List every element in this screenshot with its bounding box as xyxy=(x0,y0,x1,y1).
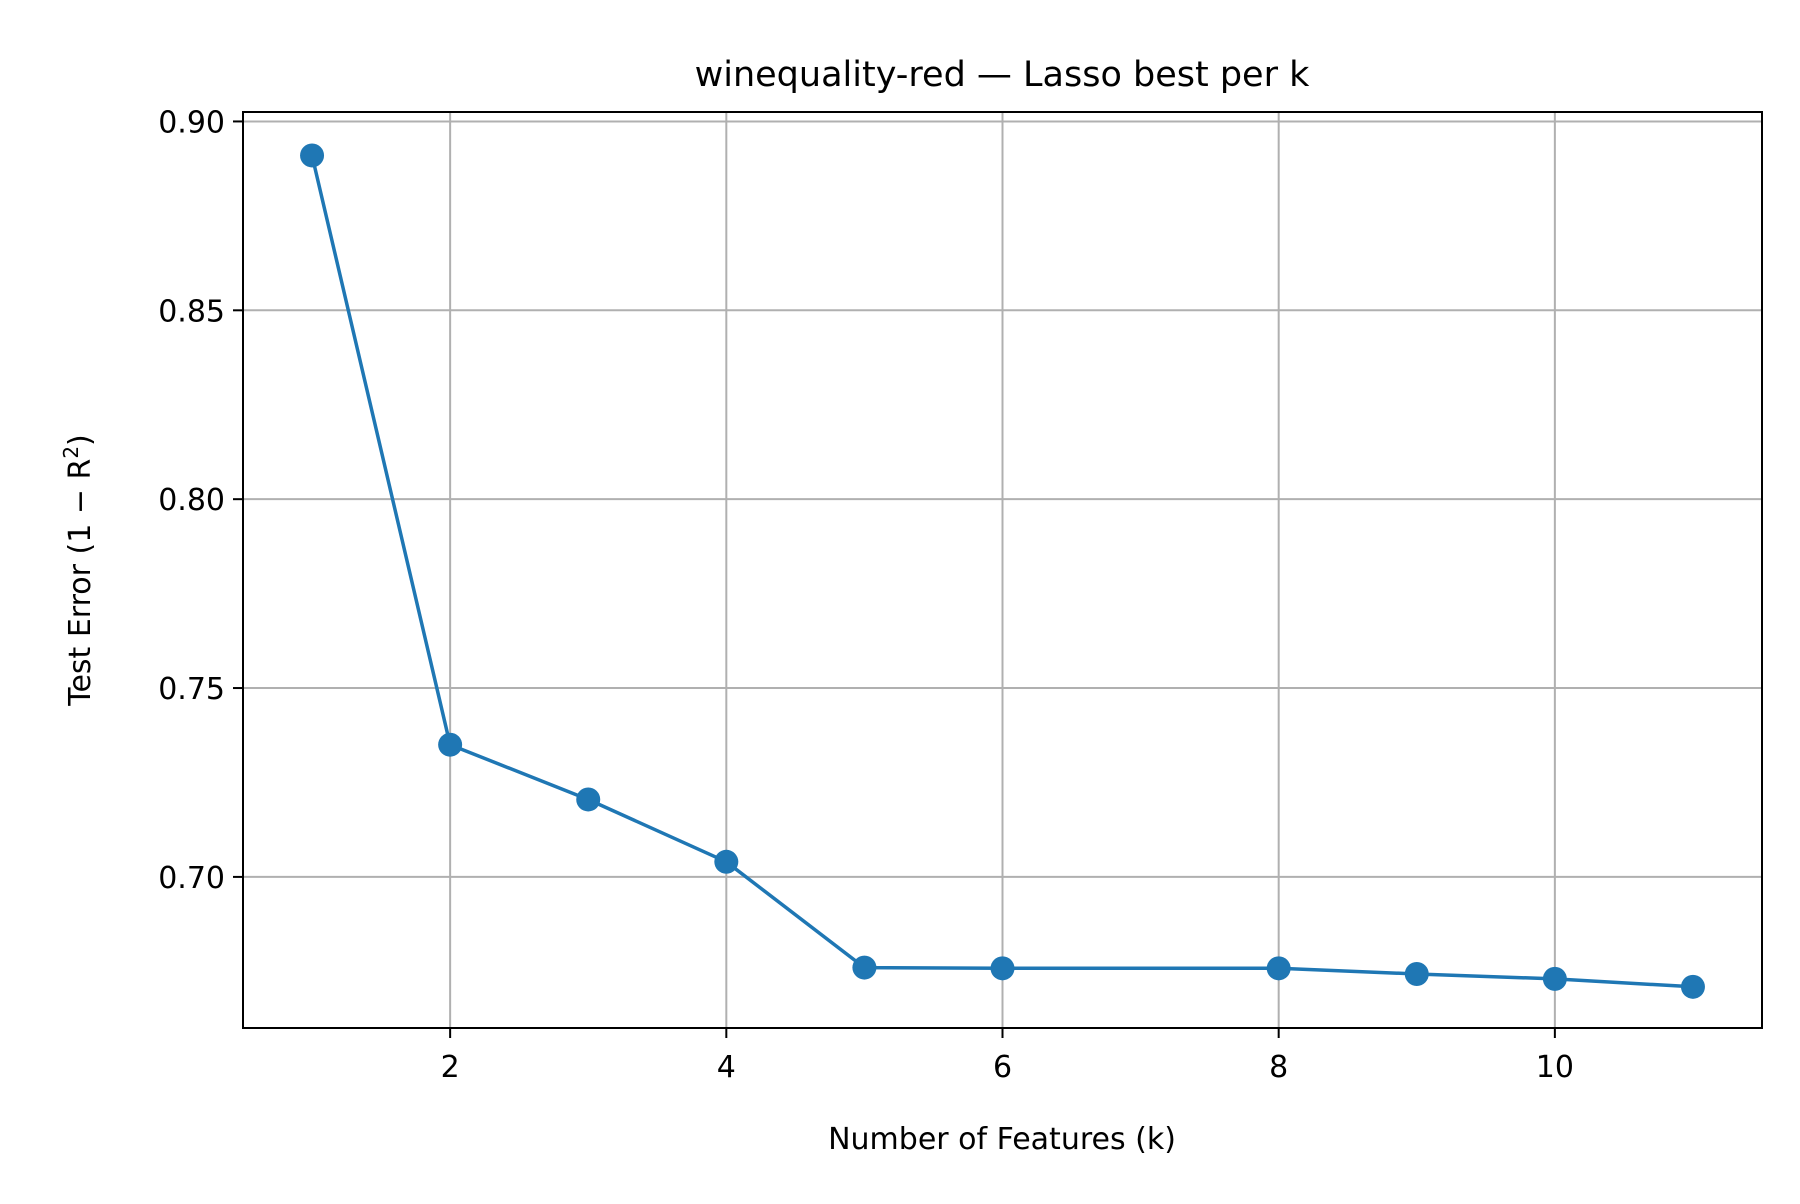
data-point xyxy=(576,787,601,812)
data-point xyxy=(1266,956,1291,981)
x-axis-label: Number of Features (k) xyxy=(828,1122,1176,1157)
data-point xyxy=(1542,966,1567,991)
y-tick-label: 0.80 xyxy=(158,483,225,518)
series-test-error xyxy=(300,143,1705,999)
y-axis-label-close: ) xyxy=(63,434,98,446)
chart-title: winequality-red — Lasso best per k xyxy=(695,55,1310,95)
x-tick-label: 2 xyxy=(441,1050,460,1085)
data-point xyxy=(1404,961,1429,986)
x-tick-label: 4 xyxy=(717,1050,736,1085)
x-tick-label: 6 xyxy=(993,1050,1012,1085)
data-point xyxy=(852,955,877,980)
y-tick-label: 0.85 xyxy=(158,294,225,329)
y-axis-label: Test Error (1 − R2) xyxy=(59,434,98,707)
y-axis-label-superscript: 2 xyxy=(59,446,83,459)
y-tick-label: 0.70 xyxy=(158,861,225,896)
series-line xyxy=(310,155,1694,989)
data-point xyxy=(1680,974,1705,999)
y-axis-label-main: Test Error (1 − R xyxy=(63,459,98,707)
y-axis-ticks: 0.70 0.75 0.80 0.85 0.90 xyxy=(158,105,243,896)
data-point xyxy=(300,143,325,168)
x-tick-label: 10 xyxy=(1536,1050,1574,1085)
x-axis-ticks: 2 4 6 8 10 xyxy=(441,1028,1574,1085)
y-tick-label: 0.90 xyxy=(158,105,225,140)
data-point xyxy=(990,956,1015,981)
x-tick-label: 8 xyxy=(1269,1050,1288,1085)
y-tick-label: 0.75 xyxy=(158,672,225,707)
grid-lines xyxy=(243,112,1762,1028)
data-point xyxy=(438,732,463,757)
data-point xyxy=(714,849,739,874)
